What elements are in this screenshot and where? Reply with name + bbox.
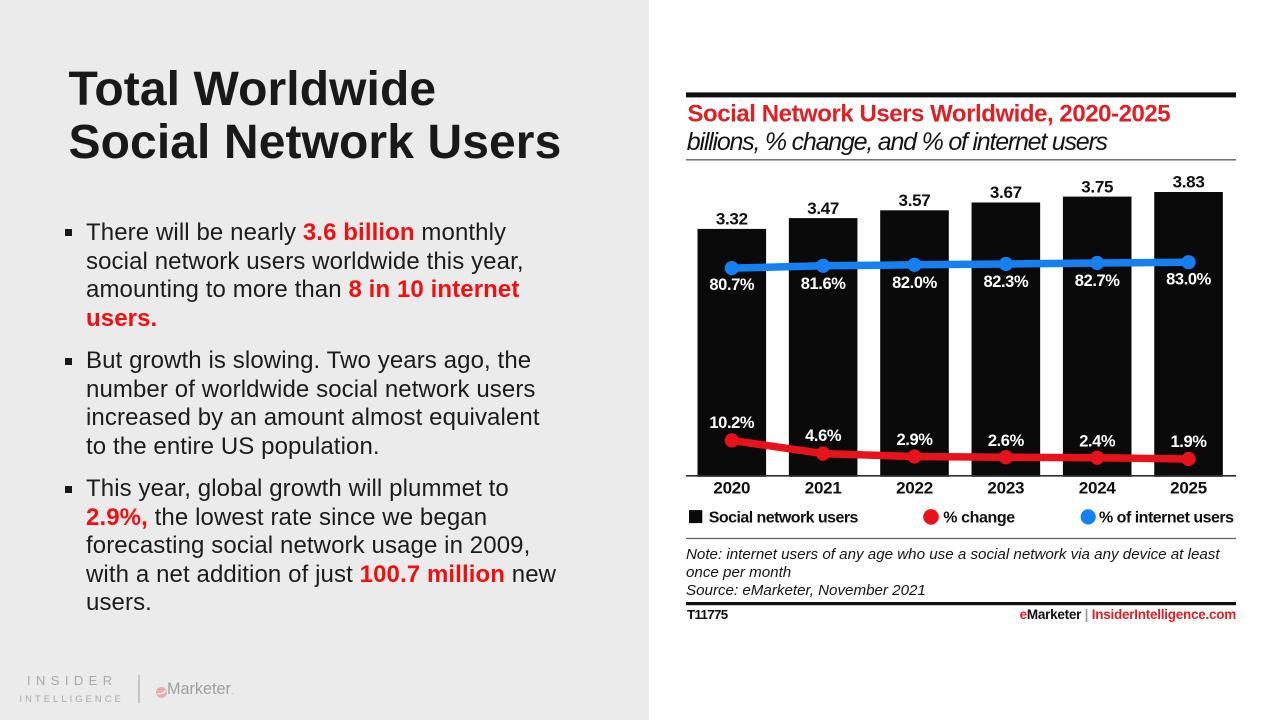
svg-text:3.75: 3.75 xyxy=(1081,177,1113,196)
svg-text:once per month: once per month xyxy=(686,564,791,581)
svg-text:1.9%: 1.9% xyxy=(1171,433,1208,451)
svg-text:10.2%: 10.2% xyxy=(709,414,755,432)
svg-text:2020: 2020 xyxy=(713,478,750,497)
svg-text:4.6%: 4.6% xyxy=(805,427,842,445)
svg-text:2024: 2024 xyxy=(1079,478,1117,497)
svg-text:Source: eMarketer, November 20: Source: eMarketer, November 2021 xyxy=(686,582,926,599)
svg-text:Social Network Users Worldwide: Social Network Users Worldwide, 2020-202… xyxy=(688,101,1171,128)
svg-text:83.0%: 83.0% xyxy=(1166,271,1212,289)
svg-text:2.9%: 2.9% xyxy=(896,431,933,449)
svg-text:2022: 2022 xyxy=(896,478,933,497)
svg-text:% change: % change xyxy=(943,509,1015,526)
svg-text:82.3%: 82.3% xyxy=(983,273,1029,291)
svg-text:3.67: 3.67 xyxy=(990,183,1022,202)
svg-text:2025: 2025 xyxy=(1170,478,1207,497)
svg-text:Note: internet users of any ag: Note: internet users of any age who use … xyxy=(686,546,1220,563)
svg-text:Social network users: Social network users xyxy=(709,509,859,526)
svg-text:3.83: 3.83 xyxy=(1173,173,1205,192)
svg-text:3.32: 3.32 xyxy=(716,210,748,229)
svg-text:2.6%: 2.6% xyxy=(988,432,1025,450)
svg-text:2.4%: 2.4% xyxy=(1079,432,1116,450)
svg-text:eMarketer | InsiderIntelligenc: eMarketer | InsiderIntelligence.com xyxy=(1020,607,1237,622)
svg-text:% of internet users: % of internet users xyxy=(1099,509,1234,526)
svg-text:2023: 2023 xyxy=(987,478,1024,497)
svg-text:80.7%: 80.7% xyxy=(709,276,755,294)
svg-text:2021: 2021 xyxy=(805,478,842,497)
svg-text:T11775: T11775 xyxy=(687,607,729,622)
svg-text:3.57: 3.57 xyxy=(899,191,931,210)
svg-text:82.0%: 82.0% xyxy=(892,274,938,292)
svg-text:81.6%: 81.6% xyxy=(801,275,847,293)
svg-text:82.7%: 82.7% xyxy=(1075,272,1121,290)
svg-text:3.47: 3.47 xyxy=(807,199,839,218)
svg-text:billions, % change, and % of i: billions, % change, and % of internet us… xyxy=(687,128,1108,156)
